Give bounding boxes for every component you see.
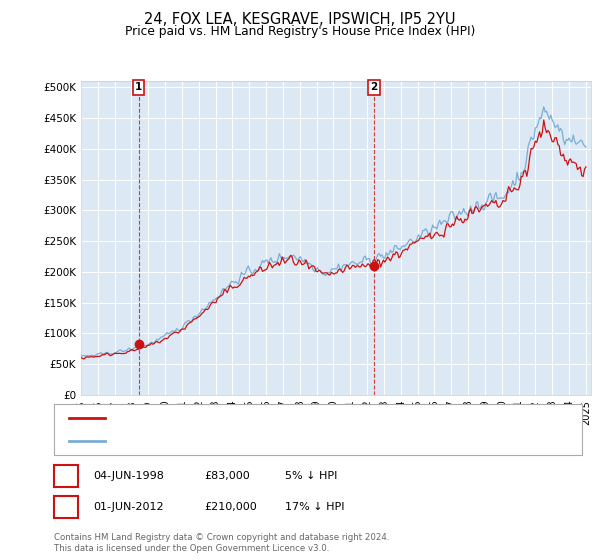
Text: 24, FOX LEA, KESGRAVE, IPSWICH, IP5 2YU: 24, FOX LEA, KESGRAVE, IPSWICH, IP5 2YU [144, 12, 456, 27]
Text: Price paid vs. HM Land Registry's House Price Index (HPI): Price paid vs. HM Land Registry's House … [125, 25, 475, 38]
Text: £83,000: £83,000 [204, 471, 250, 481]
Text: 2: 2 [371, 82, 378, 92]
Text: HPI: Average price, detached house, East Suffolk: HPI: Average price, detached house, East… [112, 436, 379, 446]
Text: 24, FOX LEA, KESGRAVE, IPSWICH, IP5 2YU (detached house): 24, FOX LEA, KESGRAVE, IPSWICH, IP5 2YU … [112, 413, 445, 423]
Text: 1: 1 [62, 469, 70, 483]
Text: 04-JUN-1998: 04-JUN-1998 [93, 471, 164, 481]
Text: This data is licensed under the Open Government Licence v3.0.: This data is licensed under the Open Gov… [54, 544, 329, 553]
Text: Contains HM Land Registry data © Crown copyright and database right 2024.: Contains HM Land Registry data © Crown c… [54, 533, 389, 542]
Text: 5% ↓ HPI: 5% ↓ HPI [285, 471, 337, 481]
Text: 01-JUN-2012: 01-JUN-2012 [93, 502, 164, 512]
Text: 1: 1 [135, 82, 142, 92]
Text: £210,000: £210,000 [204, 502, 257, 512]
Text: 2: 2 [62, 500, 70, 514]
Text: 17% ↓ HPI: 17% ↓ HPI [285, 502, 344, 512]
